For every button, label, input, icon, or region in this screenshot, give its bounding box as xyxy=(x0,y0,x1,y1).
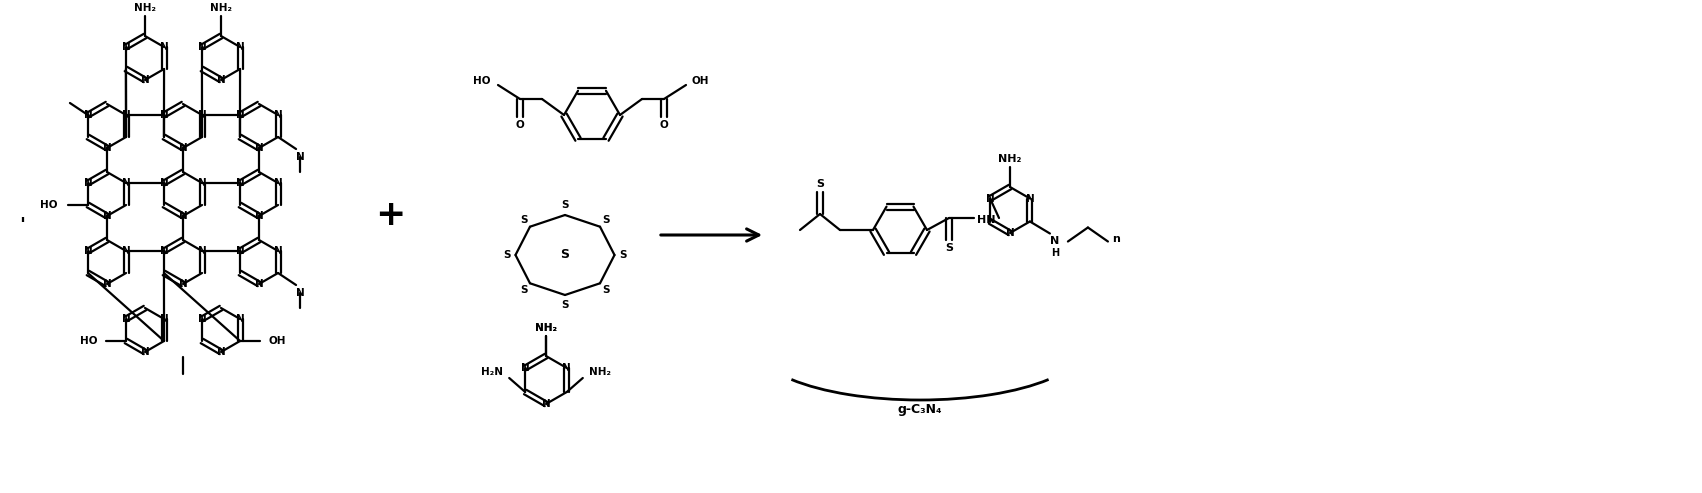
Text: HO: HO xyxy=(80,336,99,346)
Text: S: S xyxy=(519,285,528,295)
Text: N: N xyxy=(296,288,305,298)
Text: NH₂: NH₂ xyxy=(134,3,157,13)
Text: g-C₃N₄: g-C₃N₄ xyxy=(897,403,943,417)
Text: N: N xyxy=(179,143,187,153)
Text: N: N xyxy=(1050,237,1060,246)
Text: N: N xyxy=(160,110,168,120)
Text: N: N xyxy=(102,279,111,289)
Text: N: N xyxy=(121,42,131,52)
Text: N: N xyxy=(160,314,168,324)
Text: N: N xyxy=(197,42,206,52)
Text: N: N xyxy=(274,178,283,188)
Text: OH: OH xyxy=(267,336,286,346)
Text: N: N xyxy=(102,143,111,153)
Text: N: N xyxy=(102,211,111,221)
Text: N: N xyxy=(521,363,529,373)
Text: OH: OH xyxy=(693,76,710,86)
Text: N: N xyxy=(216,75,225,85)
Text: ': ' xyxy=(19,215,26,235)
Text: NH₂: NH₂ xyxy=(589,367,611,377)
Text: NH₂: NH₂ xyxy=(999,154,1021,164)
Text: HN: HN xyxy=(977,215,996,225)
Text: +: + xyxy=(374,198,405,232)
Text: N: N xyxy=(179,211,187,221)
Text: N: N xyxy=(160,42,168,52)
Text: N: N xyxy=(985,193,994,204)
Text: N: N xyxy=(274,110,283,120)
Text: N: N xyxy=(197,110,206,120)
Text: N: N xyxy=(83,246,92,256)
Text: N: N xyxy=(1006,228,1014,238)
Text: HO: HO xyxy=(473,76,490,86)
Text: N: N xyxy=(255,211,264,221)
Text: S: S xyxy=(562,300,568,310)
Text: N: N xyxy=(235,314,245,324)
Text: N: N xyxy=(235,110,245,120)
Text: N: N xyxy=(255,143,264,153)
Text: S: S xyxy=(620,250,628,260)
Text: N: N xyxy=(160,246,168,256)
Text: HO: HO xyxy=(41,200,58,210)
Text: N: N xyxy=(160,178,168,188)
Text: S: S xyxy=(519,214,528,225)
Text: N: N xyxy=(141,347,150,357)
Text: N: N xyxy=(121,110,131,120)
Text: S: S xyxy=(560,248,570,261)
Text: O: O xyxy=(660,120,669,130)
Text: O: O xyxy=(516,120,524,130)
Text: S: S xyxy=(603,214,609,225)
Text: N: N xyxy=(121,314,131,324)
Text: N: N xyxy=(1026,193,1035,204)
Text: N: N xyxy=(235,246,245,256)
Text: N: N xyxy=(541,399,550,409)
Text: S: S xyxy=(945,243,953,253)
Text: N: N xyxy=(83,110,92,120)
Text: N: N xyxy=(296,152,305,162)
Text: N: N xyxy=(197,178,206,188)
Text: NH₂: NH₂ xyxy=(209,3,231,13)
Text: NH₂: NH₂ xyxy=(534,323,557,333)
Text: N: N xyxy=(235,178,245,188)
Text: S: S xyxy=(562,200,568,210)
Text: N: N xyxy=(141,75,150,85)
Text: H: H xyxy=(1050,248,1059,258)
Text: N: N xyxy=(121,178,131,188)
Text: S: S xyxy=(603,285,609,295)
Text: n: n xyxy=(1111,235,1120,245)
Text: N: N xyxy=(83,178,92,188)
Text: N: N xyxy=(255,279,264,289)
Text: H₂N: H₂N xyxy=(482,367,504,377)
Text: S: S xyxy=(502,250,511,260)
Text: N: N xyxy=(235,42,245,52)
Text: N: N xyxy=(197,246,206,256)
Text: N: N xyxy=(562,363,572,373)
Text: N: N xyxy=(274,246,283,256)
Text: N: N xyxy=(197,314,206,324)
Text: S: S xyxy=(815,179,824,189)
Text: N: N xyxy=(216,347,225,357)
Text: N: N xyxy=(179,279,187,289)
Text: N: N xyxy=(121,246,131,256)
Text: NH₂: NH₂ xyxy=(534,323,557,333)
